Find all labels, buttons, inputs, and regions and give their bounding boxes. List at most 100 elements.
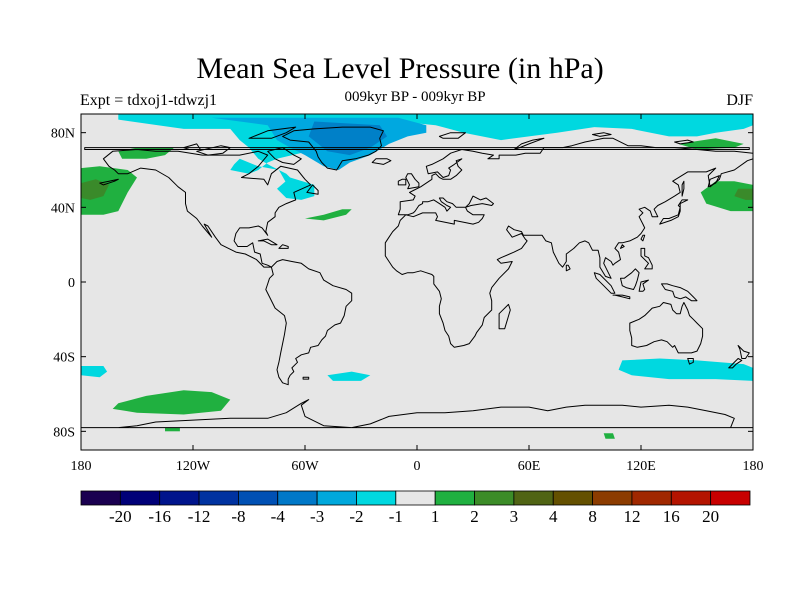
colorbar-label: -4 (271, 507, 286, 526)
coastline-iceland (371, 158, 392, 165)
coastline-japan (659, 199, 689, 225)
coastline-sumatra (593, 272, 616, 294)
coastline-sulawesi (638, 279, 649, 292)
colorbar-swatch (80, 490, 121, 506)
experiment-label: Expt = tdxoj1-tdwzj1 (80, 92, 218, 109)
lon-tick-label: 180 (71, 459, 92, 474)
colorbar-label: -12 (188, 507, 211, 526)
region-greenland-core (308, 121, 388, 156)
coastlines (81, 126, 753, 429)
longitude-axis: 180 120W 60W 0 60E 120E 180 (71, 114, 764, 474)
map-title: Mean Sea Level Pressure (in hPa) (196, 52, 604, 85)
colorbar-label: 16 (663, 507, 680, 526)
region-south-pacific-positive (112, 390, 231, 415)
anomaly-regions (81, 114, 753, 439)
coastline-hainan (620, 244, 625, 249)
coastline-victoria-island (196, 145, 231, 156)
coastline-ellesmere-island (248, 126, 297, 139)
colorbar-label: -1 (389, 507, 403, 526)
lon-tick-label: 0 (414, 459, 421, 474)
coastline-new-zealand-north (737, 345, 750, 359)
colorbar-swatch (238, 490, 279, 506)
colorbar-swatch (316, 490, 357, 506)
colorbar-swatch (395, 490, 436, 506)
coastline-southern-alaska-islands (99, 178, 119, 186)
coastline-new-guinea (661, 283, 698, 302)
colorbar-swatch (434, 490, 475, 506)
lat-tick-label: 0 (68, 276, 75, 291)
coastline-severnaya-zemlya (592, 132, 612, 137)
region-antarctic-small-positive (603, 433, 615, 439)
coastline-australia (629, 302, 704, 354)
colorbar-swatch (513, 490, 554, 506)
coastline-falklands (302, 376, 310, 380)
region-south-west-negative (81, 366, 108, 378)
region-south-atlantic-negative (327, 371, 371, 381)
region-north-atlantic-positive (305, 209, 352, 221)
region-northwest-pacific-core (734, 188, 753, 200)
coastline-south-america (265, 259, 353, 386)
coastline-newfoundland (306, 184, 319, 195)
lat-tick-label: 80N (51, 127, 75, 142)
lat-tick-label: 40N (51, 201, 75, 216)
colorbar-swatch (198, 490, 239, 506)
coastline-borneo (620, 268, 640, 290)
coastline-baffin-island (267, 147, 302, 165)
colorbar-swatch (631, 490, 672, 506)
colorbar-swatch (552, 490, 593, 506)
coastline-new-siberian-islands (674, 139, 694, 145)
colorbar-label: -20 (109, 507, 132, 526)
coastline-wrangel-island (84, 147, 750, 150)
region-north-atlantic-negative (277, 177, 315, 200)
map-subtitle: 009kyr BP - 009kyr BP (344, 89, 486, 105)
region-north-pacific-inner-positive (118, 147, 175, 159)
coastline-kamchatka-tip (707, 175, 720, 188)
coastline-sakhalin (681, 180, 685, 197)
colorbar-label: 4 (549, 507, 558, 526)
colorbar-swatch (474, 490, 515, 506)
colorbar-label: 1 (431, 507, 440, 526)
coastline-hispaniola (278, 244, 289, 249)
colorbar-label: 2 (470, 507, 479, 526)
coastline-java (612, 294, 631, 300)
coastline-new-zealand-south (728, 358, 743, 369)
coastline-madagascar (498, 303, 511, 330)
colorbar-swatch (710, 490, 751, 506)
region-northeast-pacific-positive (81, 166, 137, 215)
colorbar-swatch (670, 490, 712, 506)
coastline-philippines (640, 247, 653, 270)
coastline-greenland (282, 126, 384, 171)
colorbar-label: -8 (231, 507, 245, 526)
colorbar-swatch (277, 490, 318, 506)
colorbar: -20 -16 -12 -8 -4 -3 -2 -1 1 2 3 4 8 12 16 20 (80, 490, 751, 526)
coastline-cuba (257, 238, 278, 246)
colorbar-label: 20 (702, 507, 719, 526)
season-label: DJF (726, 92, 753, 109)
lon-tick-label: 120W (176, 459, 211, 474)
lat-tick-label: 40S (53, 351, 75, 366)
lat-tick-label: 80S (53, 425, 75, 440)
colorbar-label: -3 (310, 507, 324, 526)
coastline-eurasia-africa (384, 137, 753, 348)
coastline-sri-lanka (565, 264, 571, 272)
region-northwest-pacific-positive (700, 181, 753, 212)
lon-tick-label: 180 (743, 459, 764, 474)
coastline-antarctica (81, 399, 753, 429)
region-south-pacific-small-positive (165, 427, 180, 432)
colorbar-swatch (159, 490, 200, 506)
coastline-ireland (397, 178, 407, 186)
region-south-indian-negative (618, 358, 753, 381)
colorbar-label: 8 (588, 507, 597, 526)
coastline-svalbard (438, 132, 466, 139)
coastline-taiwan (640, 234, 646, 242)
coastline-tasmania (687, 358, 694, 365)
colorbar-label: -2 (349, 507, 363, 526)
coastline-great-britain (405, 173, 420, 190)
lon-tick-label: 60E (518, 459, 541, 474)
colorbar-swatch (592, 490, 633, 506)
colorbar-label: 12 (623, 507, 640, 526)
region-arctic-siberia-positive (678, 138, 744, 150)
lon-tick-label: 120E (626, 459, 656, 474)
colorbar-label: 3 (510, 507, 519, 526)
